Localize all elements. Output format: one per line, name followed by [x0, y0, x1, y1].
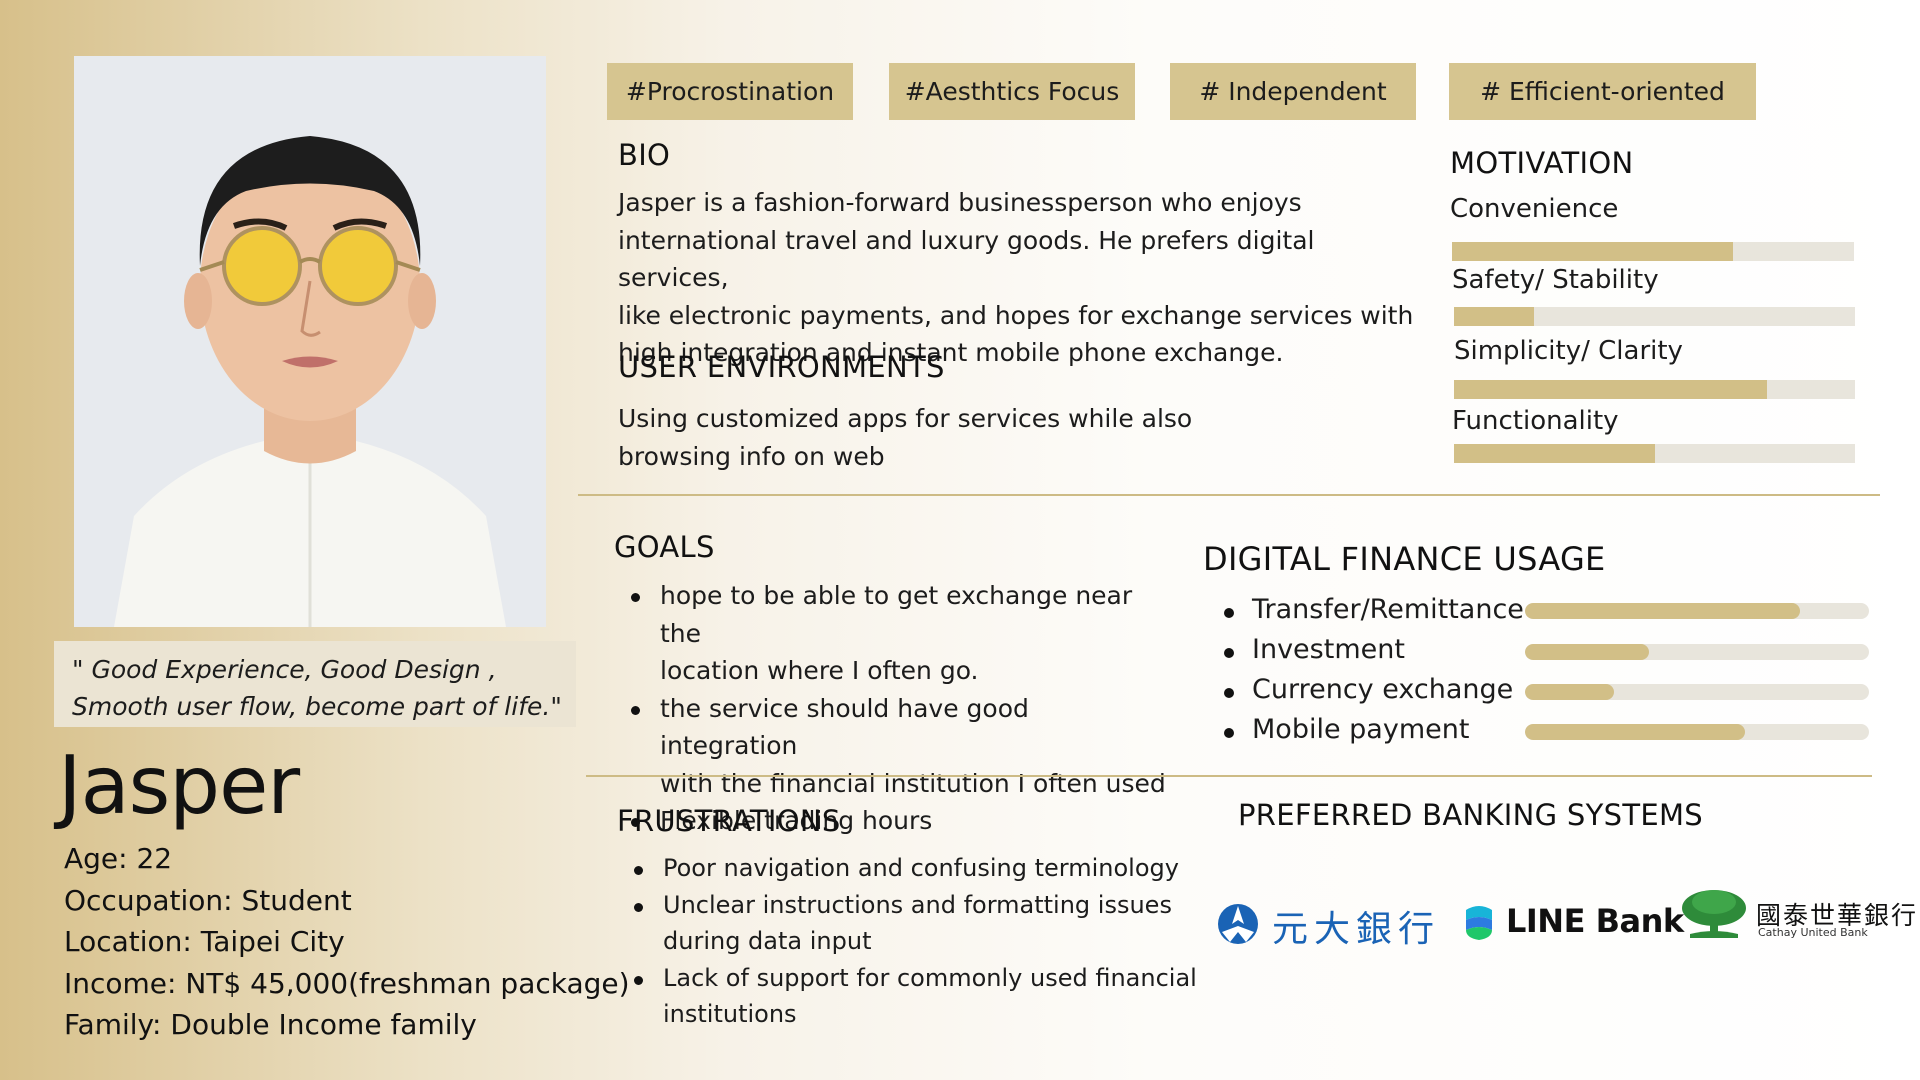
quote-line: Smooth user flow, become part of life." [72, 692, 562, 721]
usage-bar-currency [1525, 684, 1869, 700]
digital-finance-heading: DIGITAL FINANCE USAGE [1203, 540, 1606, 578]
goal-text: the service should have good integration [660, 693, 1029, 761]
motivation-bar-fill [1454, 380, 1767, 399]
usage-bar-transfer [1525, 603, 1869, 619]
cathay-logo-text: 國泰世華銀行 [1756, 901, 1919, 930]
motivation-heading: MOTIVATION [1450, 146, 1634, 180]
motivation-bar-fill [1452, 242, 1734, 261]
persona-quote: " Good Experience, Good Design , Smooth … [54, 641, 576, 727]
motivation-label-functionality: Functionality [1452, 406, 1619, 436]
usage-bar-fill [1525, 684, 1615, 700]
list-item: Unclear instructions and formatting issu… [617, 887, 1217, 960]
persona-name: Jasper [58, 739, 300, 832]
motivation-bar-safety [1454, 307, 1855, 326]
usage-bar-fill [1525, 603, 1801, 619]
persona-age: Age: 22 [64, 842, 173, 875]
tag-independent: # Independent [1170, 63, 1416, 120]
quote-line: " Good Experience, Good Design , [72, 655, 497, 684]
usage-label-mobile-payment: Mobile payment [1222, 714, 1469, 745]
yuanta-logo-text: 元大銀行 [1272, 909, 1441, 950]
bio-line: Jasper is a fashion-forward businesspers… [618, 188, 1302, 217]
banking-heading: PREFERRED BANKING SYSTEMS [1238, 798, 1704, 832]
frustration-text: Lack of support for commonly used financ… [663, 963, 1197, 992]
motivation-bar-convenience [1452, 242, 1854, 261]
line-bank-logo-icon [1462, 902, 1496, 940]
list-item: hope to be able to get exchange near the… [614, 577, 1174, 690]
motivation-bar-fill [1454, 444, 1655, 463]
persona-family: Family: Double Income family [64, 1008, 477, 1041]
motivation-label-safety: Safety/ Stability [1452, 265, 1659, 295]
list-item: the service should have good integration… [614, 690, 1174, 803]
frustration-text: institutions [663, 1000, 797, 1028]
cathay-tree-icon [1680, 888, 1748, 940]
motivation-label-simplicity: Simplicity/ Clarity [1454, 336, 1683, 366]
frustrations-list: Poor navigation and confusing terminolog… [617, 850, 1217, 1033]
frustration-text: Unclear instructions and formatting issu… [663, 890, 1172, 919]
goals-list: hope to be able to get exchange near the… [614, 577, 1174, 840]
line-bank-logo-text: LINE Bank [1506, 902, 1684, 940]
frustration-text: during data input [663, 927, 872, 955]
list-item: Lack of support for commonly used financ… [617, 960, 1217, 1033]
list-item: Flexible trading hours [614, 802, 1174, 840]
cathay-logo-subtext: Cathay United Bank [1758, 926, 1868, 939]
usage-label-currency: Currency exchange [1222, 674, 1513, 705]
tag-procrastination: #Procrostination [607, 63, 853, 120]
persona-income: Income: NT$ 45,000(freshman package) [64, 966, 630, 1000]
goals-heading: GOALS [614, 530, 715, 564]
tag-efficient-oriented: # Efficient-oriented [1449, 63, 1756, 120]
usage-bar-fill [1525, 724, 1746, 740]
usage-label-investment: Investment [1222, 634, 1405, 665]
yuanta-logo-icon [1216, 902, 1260, 946]
persona-location: Location: Taipei City [64, 925, 345, 958]
usage-bar-fill [1525, 644, 1649, 660]
usage-bar-mobile-payment [1525, 724, 1869, 740]
usage-bar-investment [1525, 644, 1869, 660]
bio-heading: BIO [618, 138, 671, 172]
usage-label-transfer: Transfer/Remittance [1222, 594, 1524, 625]
environments-line: Using customized apps for services while… [618, 404, 1193, 433]
goal-text: hope to be able to get exchange near the [660, 581, 1133, 648]
goal-text: Flexible trading hours [660, 806, 933, 835]
goal-text: location where I often go. [660, 656, 979, 685]
bio-text: Jasper is a fashion-forward businesspers… [618, 184, 1418, 372]
environments-text: Using customized apps for services while… [618, 400, 1258, 475]
frustration-text: Poor navigation and confusing terminolog… [663, 854, 1179, 882]
persona-occupation: Occupation: Student [64, 883, 352, 917]
goal-text: with the financial institution I often u… [660, 768, 1166, 798]
bio-line: international travel and luxury goods. H… [618, 225, 1315, 293]
section-divider [586, 775, 1872, 777]
environments-heading: USER ENVIRONMENTS [618, 350, 945, 384]
bio-line: high integration and instant mobile phon… [618, 338, 1284, 367]
tag-aesthetics-focus: #Aesthtics Focus [889, 63, 1135, 120]
persona-facts: Age: 22 Occupation: Student Location: Ta… [64, 838, 630, 1046]
motivation-bar-fill [1454, 307, 1535, 326]
section-divider [578, 494, 1880, 496]
persona-photo [74, 56, 546, 627]
list-item: Poor navigation and confusing terminolog… [617, 850, 1217, 887]
frustrations-heading: FRUSTRATIONS [617, 804, 841, 838]
environments-line: browsing info on web [618, 441, 885, 471]
motivation-bar-functionality [1454, 444, 1855, 463]
motivation-bar-simplicity [1454, 380, 1855, 399]
motivation-label-convenience: Convenience [1450, 194, 1619, 224]
bio-line: like electronic payments, and hopes for … [618, 300, 1414, 330]
